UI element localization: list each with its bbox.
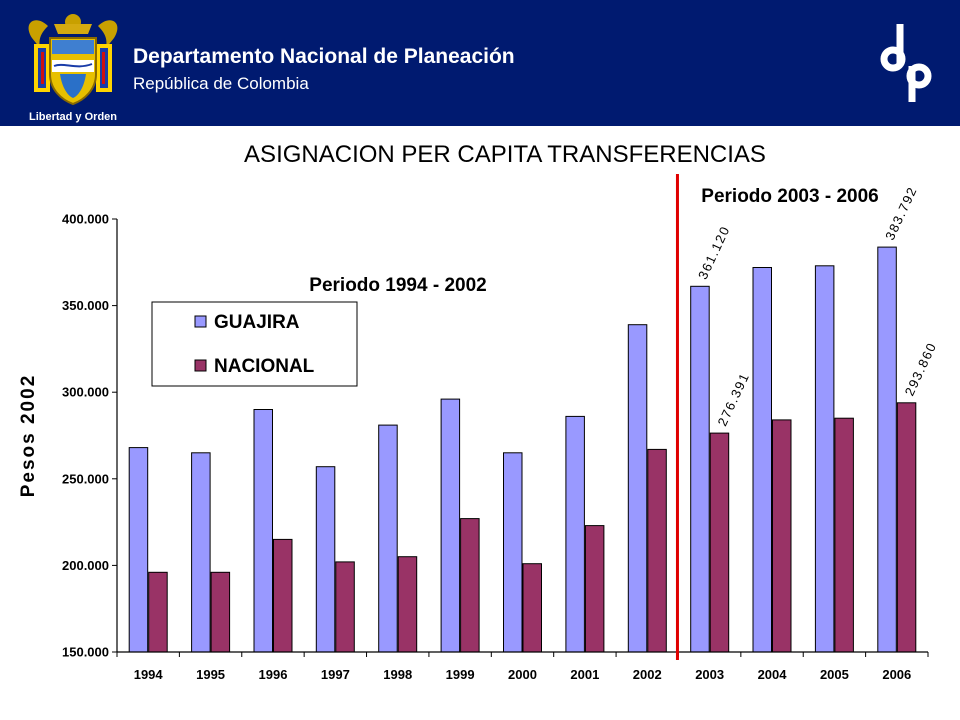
bar-nacional-1996 [273, 538, 293, 653]
bar-guajira-2004 [752, 267, 772, 653]
bar-nacional-2006 [896, 402, 917, 653]
x-tick-label: 2000 [508, 667, 537, 682]
bar-nacional-2002 [647, 448, 667, 653]
x-tick-label: 1996 [259, 667, 288, 682]
x-tick-label: 2003 [695, 667, 724, 682]
bar-nacional-2005 [834, 417, 854, 653]
bar-chart: ASIGNACION PER CAPITA TRANSFERENCIAS Pes… [18, 141, 940, 682]
dnp-logo-icon [878, 22, 936, 104]
bar-nacional-1997 [335, 561, 355, 653]
y-tick-label: 400.000 [62, 212, 109, 227]
data-label: 293.860 [902, 340, 940, 398]
bar-guajira-1996 [253, 409, 273, 653]
bar-guajira-1999 [440, 398, 461, 653]
period-annotation-1994-2002: Periodo 1994 - 2002 [309, 275, 486, 296]
bar-guajira-1994 [128, 447, 149, 653]
legend-label-guajira: GUAJIRA [214, 312, 300, 333]
bar-guajira-2006 [877, 246, 897, 653]
y-tick-label: 350.000 [62, 298, 109, 313]
bar-nacional-2000 [522, 563, 542, 653]
legend-swatch-nacional [194, 359, 207, 372]
bar-guajira-2003 [690, 285, 710, 653]
x-tick-label: 2006 [882, 667, 911, 682]
bar-nacional-2004 [772, 419, 792, 653]
bar-nacional-2001 [584, 525, 605, 653]
legend-swatch-guajira [194, 315, 207, 328]
x-tick-label: 2002 [633, 667, 662, 682]
motto-text: Libertad y Orden [29, 111, 117, 123]
bar-guajira-2001 [565, 415, 585, 653]
x-tick-label: 1998 [383, 667, 412, 682]
bar-guajira-1997 [315, 466, 336, 653]
bar-nacional-1994 [148, 571, 168, 653]
org-subtitle: República de Colombia [133, 74, 309, 93]
header-bar: Libertad y Orden Departamento Nacional d… [0, 0, 960, 126]
y-axis-label: Pesos 2002 [18, 374, 39, 498]
legend-label-nacional: NACIONAL [214, 356, 315, 377]
bar-guajira-2002 [627, 324, 648, 653]
period-annotation-2003-2006: Periodo 2003 - 2006 [701, 186, 878, 207]
bar-guajira-1995 [191, 452, 211, 653]
bar-nacional-1998 [397, 556, 418, 653]
bar-guajira-1998 [378, 424, 398, 653]
x-tick-label: 2001 [570, 667, 599, 682]
bar-guajira-2000 [503, 452, 523, 653]
x-tick-label: 1999 [446, 667, 475, 682]
y-tick-label: 300.000 [62, 385, 109, 400]
x-tick-label: 2005 [820, 667, 849, 682]
bar-nacional-2003 [709, 432, 730, 653]
bar-nacional-1999 [460, 518, 480, 653]
y-tick-label: 150.000 [62, 645, 109, 660]
x-tick-label: 1997 [321, 667, 350, 682]
legend-box [151, 301, 358, 387]
data-label: 383.792 [882, 184, 920, 242]
bar-nacional-1995 [210, 571, 231, 653]
x-tick-label: 1994 [134, 667, 164, 682]
chart-title: ASIGNACION PER CAPITA TRANSFERENCIAS [244, 141, 766, 168]
org-name: Departamento Nacional de Planeación [133, 45, 515, 68]
data-label: 361.120 [695, 223, 733, 281]
chart-area: ASIGNACION PER CAPITA TRANSFERENCIAS Pes… [0, 126, 960, 720]
y-tick-label: 200.000 [62, 558, 109, 573]
data-label: 276.391 [715, 370, 753, 428]
bar-guajira-2005 [814, 265, 835, 653]
x-tick-label: 1995 [196, 667, 225, 682]
colombia-coat-of-arms-icon: Libertad y Orden [14, 8, 132, 124]
x-tick-label: 2004 [758, 667, 788, 682]
y-tick-label: 250.000 [62, 471, 109, 486]
